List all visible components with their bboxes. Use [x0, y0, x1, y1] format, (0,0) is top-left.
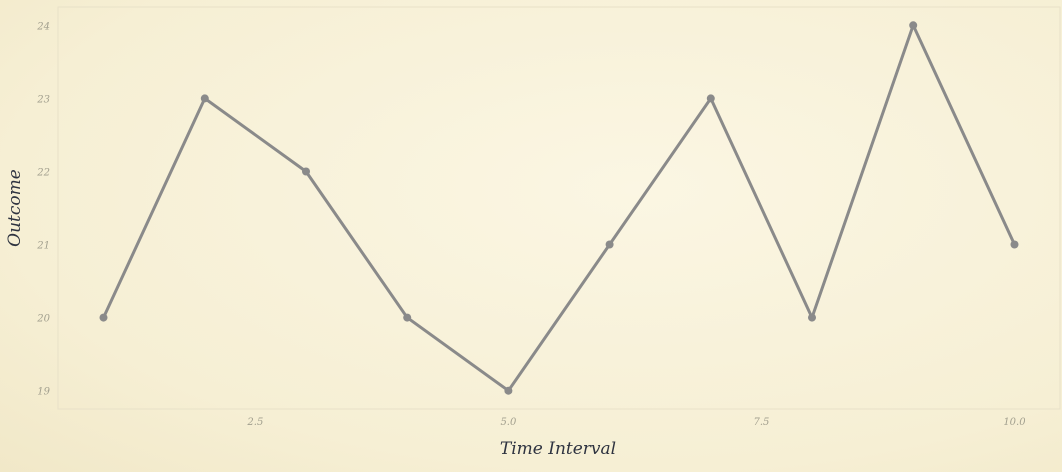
y-axis-title: Outcome	[5, 169, 25, 247]
data-point	[706, 94, 715, 103]
y-axis-ticks: 19 20 21 22 23 24	[36, 21, 50, 397]
data-point	[200, 94, 209, 103]
x-axis-title: Time Interval	[500, 439, 616, 459]
series-line	[102, 21, 1016, 393]
data-point	[605, 240, 614, 249]
y-tick-label: 23	[36, 94, 50, 105]
x-tick-label: 2.5	[246, 417, 263, 428]
data-point	[302, 167, 310, 176]
plot-area	[57, 6, 1061, 410]
series-points	[99, 21, 1019, 395]
data-point	[808, 313, 816, 322]
y-tick-label: 22	[36, 167, 50, 178]
x-tick-label: 5.0	[500, 417, 517, 428]
data-point	[1010, 240, 1019, 249]
data-point	[504, 386, 513, 395]
x-axis-ticks: 2.5 5.0 7.5 10.0	[246, 417, 1026, 428]
data-point	[403, 313, 412, 322]
data-point	[909, 21, 918, 30]
data-point	[99, 313, 108, 322]
y-tick-label: 24	[36, 21, 50, 32]
y-tick-label: 19	[37, 387, 50, 398]
x-tick-label: 7.5	[753, 417, 769, 428]
y-tick-label: 21	[36, 241, 50, 252]
y-tick-label: 20	[36, 314, 50, 325]
x-tick-label: 10.0	[1003, 417, 1026, 428]
